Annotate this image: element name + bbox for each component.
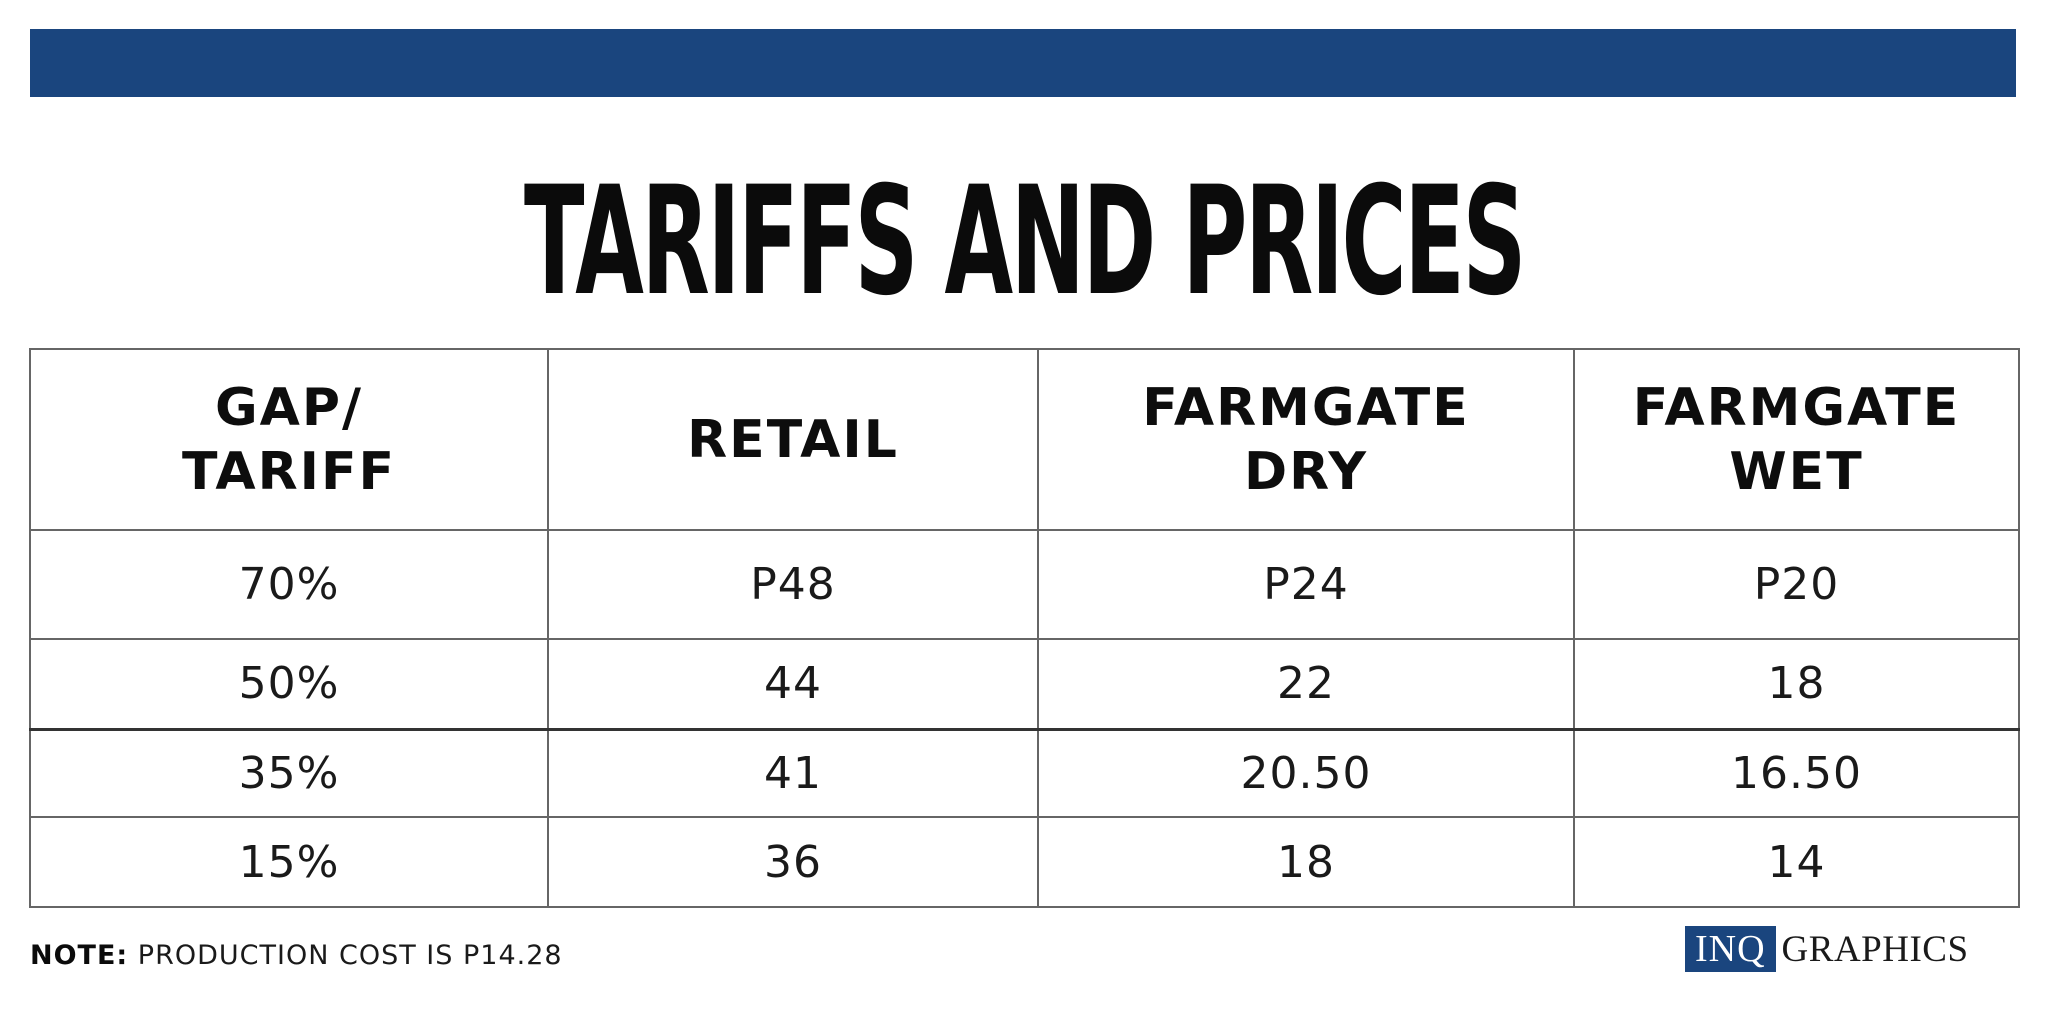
cell-retail: 44 bbox=[547, 638, 1039, 731]
header-retail: RETAIL bbox=[547, 348, 1039, 531]
header-bar bbox=[30, 29, 2016, 97]
chart-title-text: TARIFFS AND PRICES bbox=[524, 155, 1524, 318]
price-table: GAP/ TARIFF RETAIL FARMGATE DRY FARMGATE… bbox=[29, 348, 2020, 908]
cell-farmgate-dry: 22 bbox=[1037, 638, 1575, 731]
cell-tariff: 50% bbox=[29, 638, 549, 731]
cell-tariff: 70% bbox=[29, 529, 549, 640]
cell-retail: 41 bbox=[547, 728, 1039, 818]
credit-brand: INQ bbox=[1685, 926, 1776, 972]
credit-logo: INQ GRAPHICS bbox=[1685, 926, 1969, 972]
cell-farmgate-dry: 20.50 bbox=[1037, 728, 1575, 818]
cell-farmgate-wet: 16.50 bbox=[1573, 728, 2020, 818]
header-farmgate-wet: FARMGATE WET bbox=[1573, 348, 2020, 531]
footnote-label: NOTE: bbox=[30, 940, 129, 971]
table-row: 35% 41 20.50 16.50 bbox=[29, 728, 2020, 818]
cell-farmgate-wet: P20 bbox=[1573, 529, 2020, 640]
cell-farmgate-wet: 18 bbox=[1573, 638, 2020, 731]
table-row: 70% P48 P24 P20 bbox=[29, 529, 2020, 640]
table-header-row: GAP/ TARIFF RETAIL FARMGATE DRY FARMGATE… bbox=[29, 348, 2020, 531]
cell-tariff: 35% bbox=[29, 728, 549, 818]
chart-title: TARIFFS AND PRICES bbox=[0, 118, 2048, 318]
cell-farmgate-dry: P24 bbox=[1037, 529, 1575, 640]
cell-tariff: 15% bbox=[29, 816, 549, 908]
header-farmgate-dry: FARMGATE DRY bbox=[1037, 348, 1575, 531]
header-gap-tariff: GAP/ TARIFF bbox=[29, 348, 549, 531]
table-row: 50% 44 22 18 bbox=[29, 638, 2020, 731]
cell-retail: 36 bbox=[547, 816, 1039, 908]
cell-retail: P48 bbox=[547, 529, 1039, 640]
cell-farmgate-wet: 14 bbox=[1573, 816, 2020, 908]
footnote: NOTE: PRODUCTION COST IS P14.28 bbox=[30, 940, 563, 971]
table-row: 15% 36 18 14 bbox=[29, 816, 2020, 908]
cell-farmgate-dry: 18 bbox=[1037, 816, 1575, 908]
credit-text: GRAPHICS bbox=[1781, 928, 1969, 970]
footnote-text: PRODUCTION COST IS P14.28 bbox=[128, 940, 563, 971]
